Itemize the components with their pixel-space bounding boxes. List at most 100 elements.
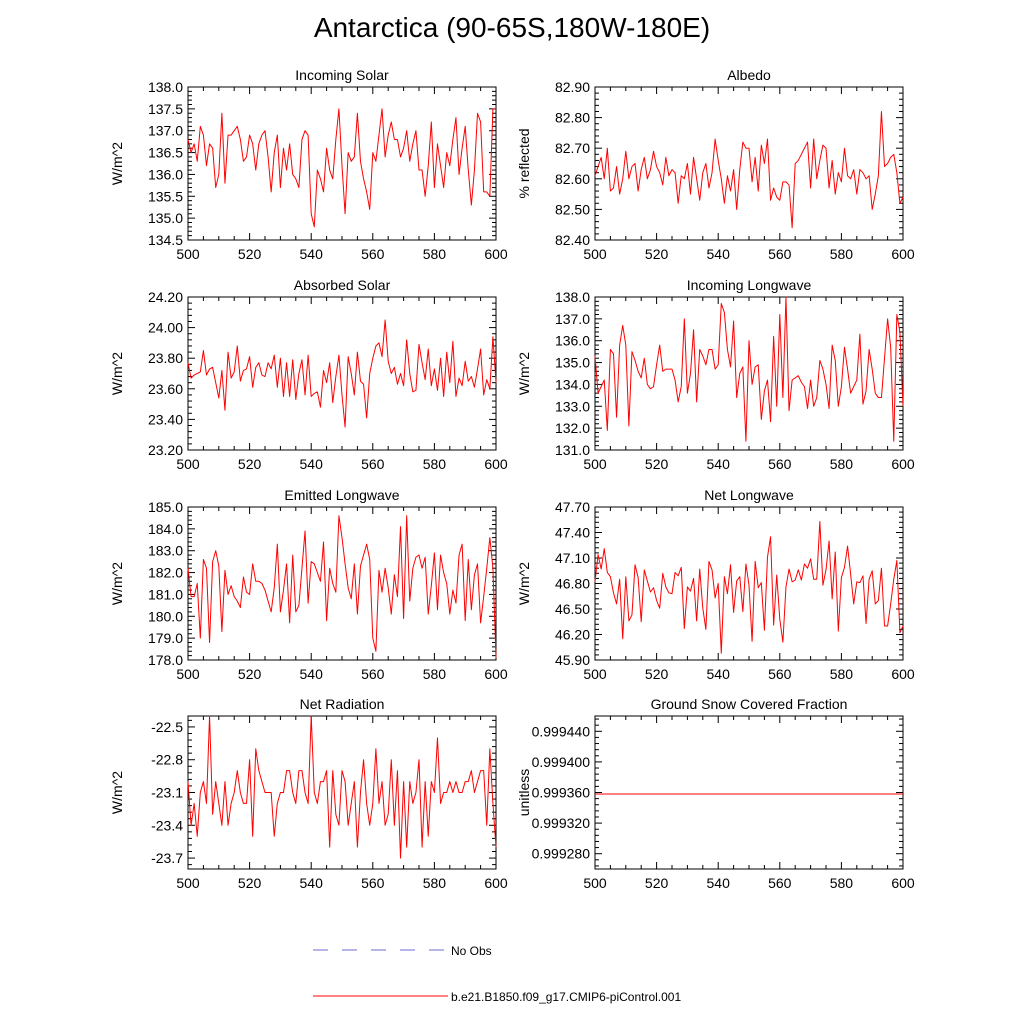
x-tick-label: 560: [768, 456, 792, 472]
y-axis-label: W/m^2: [109, 352, 125, 395]
y-tick-label: 138.0: [148, 79, 183, 95]
y-tick-label: -23.4: [151, 817, 183, 833]
panel-ground-snow-covered-fraction: Ground Snow Covered Fraction unitless 500 5…: [516, 696, 915, 891]
series-line-albedo: [594, 110, 904, 229]
x-tick-label: 540: [300, 246, 324, 262]
y-tick-label: 24.00: [148, 320, 183, 336]
legend-model-label: b.e21.B1850.f09_g17.CMIP6-piControl.001: [451, 990, 681, 1004]
panel-title: Ground Snow Covered Fraction: [651, 696, 848, 712]
x-tick-label: 520: [238, 456, 262, 472]
panel-title: Emitted Longwave: [284, 487, 399, 503]
series-line-incoming-longwave: [594, 296, 904, 442]
panel-title: Incoming Longwave: [687, 277, 812, 293]
panel-incoming-solar: Incoming Solar W/m^2 500 520 540 560 580 600 134…: [109, 67, 508, 262]
panel-title: Net Radiation: [300, 696, 385, 712]
panel-title: Net Longwave: [704, 487, 794, 503]
y-tick-label: -22.5: [151, 719, 183, 735]
y-tick-label: 181.0: [148, 586, 183, 602]
x-tick-label: 580: [423, 666, 447, 682]
x-tick-label: 600: [484, 456, 508, 472]
y-tick-label: 23.60: [148, 381, 183, 397]
y-tick-label: 137.0: [555, 311, 590, 327]
x-tick-label: 540: [707, 246, 731, 262]
y-axis-label: W/m^2: [109, 562, 125, 605]
x-tick-label: 500: [583, 246, 607, 262]
x-tick-label: 580: [423, 246, 447, 262]
plot-frame: [187, 506, 497, 661]
legend: No Obs b.e21.B1850.f09_g17.CMIP6-piContr…: [313, 944, 681, 1004]
y-tick-label: 46.20: [555, 627, 590, 643]
series-line-emitted-longwave: [187, 515, 497, 658]
y-tick-label: 138.0: [555, 289, 590, 305]
x-tick-label: 580: [830, 666, 854, 682]
y-tick-label: 135.0: [148, 210, 183, 226]
y-tick-label: 47.10: [555, 550, 590, 566]
plot-frame: [594, 86, 904, 241]
x-tick-label: 520: [645, 875, 669, 891]
y-tick-label: 182.0: [148, 565, 183, 581]
y-tick-label: 82.90: [555, 79, 590, 95]
y-tick-label: 183.0: [148, 543, 183, 559]
y-tick-label: -22.8: [151, 752, 183, 768]
x-tick-label: 600: [484, 666, 508, 682]
panel-net-radiation: Net Radiation W/m^2 500 520 540 560 580 600 -23.…: [109, 696, 508, 891]
y-tick-label: 0.999400: [532, 754, 591, 770]
x-tick-label: 600: [891, 666, 915, 682]
y-tick-label: 82.60: [555, 171, 590, 187]
x-tick-label: 520: [645, 456, 669, 472]
y-tick-label: 134.0: [555, 376, 590, 392]
y-tick-label: 46.80: [555, 576, 590, 592]
x-tick-label: 500: [176, 666, 200, 682]
x-tick-label: 580: [830, 875, 854, 891]
y-tick-label: 23.80: [148, 350, 183, 366]
y-tick-label: 23.20: [148, 442, 183, 458]
y-axis-label: unitless: [516, 769, 532, 816]
panel-title: Albedo: [727, 67, 771, 83]
y-tick-label: 82.50: [555, 201, 590, 217]
y-axis-label: W/m^2: [109, 142, 125, 185]
y-tick-label: 45.90: [555, 652, 590, 668]
y-tick-label: 131.0: [555, 442, 590, 458]
x-tick-label: 520: [238, 246, 262, 262]
x-tick-label: 600: [484, 246, 508, 262]
series-line-absorbed-solar: [187, 319, 497, 428]
x-tick-label: 500: [176, 456, 200, 472]
x-tick-label: 580: [423, 875, 447, 891]
y-tick-label: 185.0: [148, 499, 183, 515]
panel-net-longwave: Net Longwave W/m^2 500 520 540 560 580 600 45.90…: [516, 487, 915, 682]
x-tick-label: 580: [830, 456, 854, 472]
y-tick-label: 179.0: [148, 630, 183, 646]
plot-frame: [187, 296, 497, 451]
y-tick-label: 180.0: [148, 608, 183, 624]
x-tick-label: 600: [484, 875, 508, 891]
plot-frame: [594, 715, 904, 870]
y-axis-label: W/m^2: [109, 771, 125, 814]
y-tick-label: 184.0: [148, 521, 183, 537]
x-tick-label: 500: [583, 875, 607, 891]
y-tick-label: -23.1: [151, 785, 183, 801]
x-tick-label: 520: [238, 666, 262, 682]
y-axis-label: W/m^2: [516, 562, 532, 605]
y-tick-label: 137.5: [148, 101, 183, 117]
figure-title: Antarctica (90-65S,180W-180E): [313, 12, 711, 43]
x-tick-label: 580: [423, 456, 447, 472]
chart-panels: Incoming Solar W/m^2 500 520 540 560 580 600 134…: [109, 67, 915, 891]
panel-emitted-longwave: Emitted Longwave W/m^2 500 520 540 560 580 600 1…: [109, 487, 508, 682]
y-tick-label: 0.999280: [532, 846, 591, 862]
y-tick-label: 135.5: [148, 188, 183, 204]
x-tick-label: 520: [645, 666, 669, 682]
x-tick-label: 540: [707, 456, 731, 472]
x-tick-label: 560: [361, 246, 385, 262]
x-tick-label: 560: [361, 456, 385, 472]
x-tick-label: 600: [891, 246, 915, 262]
y-tick-label: 82.40: [555, 232, 590, 248]
series-line-net-longwave: [594, 520, 904, 654]
panel-absorbed-solar: Absorbed Solar W/m^2 500 520 540 560 580 600 23.…: [109, 277, 508, 472]
x-tick-label: 580: [830, 246, 854, 262]
x-tick-label: 600: [891, 456, 915, 472]
x-tick-label: 540: [300, 456, 324, 472]
panel-title: Incoming Solar: [295, 67, 389, 83]
x-tick-label: 500: [176, 246, 200, 262]
x-tick-label: 540: [707, 666, 731, 682]
